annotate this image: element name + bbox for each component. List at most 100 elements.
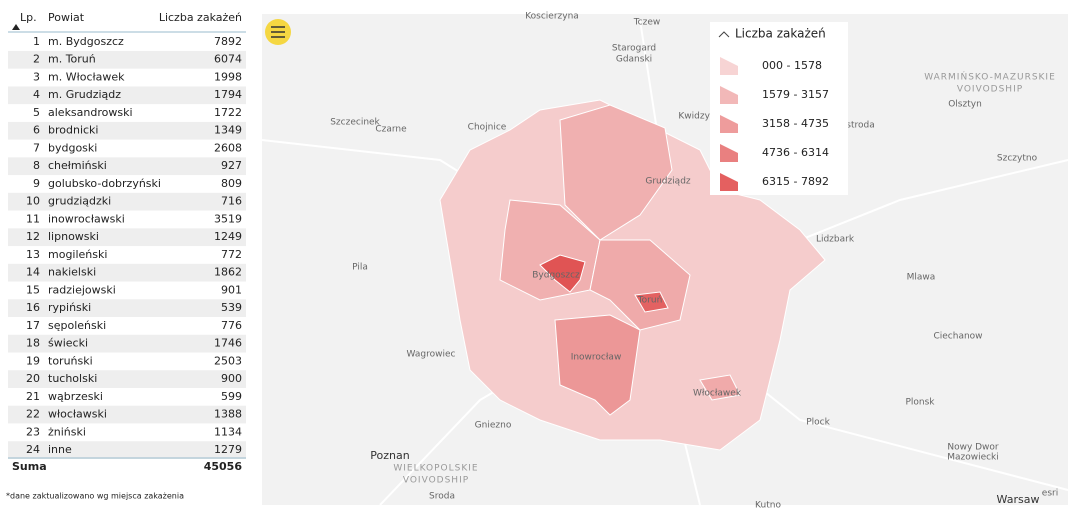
row-lp: 14 [26, 266, 40, 279]
row-stripe [8, 405, 246, 424]
row-value: 809 [221, 177, 242, 190]
legend-collapse[interactable] [718, 31, 730, 38]
place-label: Olsztyn [948, 100, 982, 110]
footnote: *dane zaktualizowano wg miejsca zakażeni… [6, 492, 184, 501]
row-value: 2608 [214, 141, 242, 154]
legend-item: 3158 - 4735 [762, 117, 829, 130]
place-label: VOIVODSHIP [957, 85, 1023, 95]
row-value: 1746 [214, 337, 242, 350]
row-name: wąbrzeski [48, 390, 103, 403]
row-lp: 22 [26, 408, 40, 421]
row-lp: 24 [26, 443, 40, 456]
row-value: 1249 [214, 230, 242, 243]
row-name: żniński [48, 425, 86, 438]
place-label: Plonsk [905, 398, 935, 408]
header-powiat[interactable]: Powiat [48, 11, 85, 24]
place-label: Ostroda [839, 121, 875, 131]
row-lp: 23 [26, 425, 40, 438]
region-map [439, 99, 826, 451]
row-value: 539 [221, 301, 242, 314]
row-lp: 9 [33, 177, 40, 190]
row-lp: 4 [33, 88, 40, 101]
row-value: 776 [221, 319, 242, 332]
row-value: 1279 [214, 443, 242, 456]
legend-swatch [720, 57, 738, 75]
menu-icon [271, 26, 285, 38]
place-label: Kwidzyn [678, 112, 715, 122]
row-stripe [8, 121, 246, 140]
legend-item: 4736 - 6314 [762, 146, 829, 159]
row-value: 1998 [214, 70, 242, 83]
sort-arrow [12, 24, 20, 30]
place-label: Wagrowiec [407, 350, 456, 360]
row-value: 772 [221, 248, 242, 261]
place-label: Poznan [370, 449, 409, 462]
header-lp[interactable]: Lp. [20, 11, 37, 24]
row-lp: 13 [26, 248, 40, 261]
place-label: VOIVODSHIP [403, 476, 469, 486]
row-value: 901 [221, 283, 242, 296]
row-name: mogileński [48, 248, 107, 261]
place-label: Szczecinek [330, 118, 380, 128]
row-name: sępoleński [48, 319, 106, 332]
row-stripe [8, 299, 246, 317]
row-value: 599 [221, 390, 242, 403]
row-name: radziejowski [48, 283, 116, 296]
place-label: Grudziądz [645, 177, 691, 187]
place-label: Toruń [637, 296, 663, 306]
row-stripe [8, 334, 246, 353]
place-label: Warsaw [997, 493, 1040, 506]
row-value: 6074 [214, 53, 242, 66]
place-label: Szczytno [997, 154, 1038, 164]
row-name: chełmiński [48, 159, 107, 172]
row-name: inne [48, 443, 72, 456]
row-lp: 7 [33, 141, 40, 154]
row-name: świecki [48, 337, 88, 350]
place-label: Inowrocław [571, 353, 622, 363]
row-name: inowrocławski [48, 212, 125, 225]
row-lp: 17 [26, 319, 40, 332]
row-stripe [8, 228, 246, 247]
legend-box [710, 22, 848, 195]
row-name: m. Włocławek [48, 70, 125, 83]
place-label: Gniezno [475, 421, 512, 431]
row-stripe [8, 441, 246, 459]
row-lp: 5 [33, 106, 40, 119]
place-label: Pila [352, 263, 368, 273]
row-name: brodnicki [48, 124, 98, 137]
row-lp: 20 [26, 372, 40, 385]
place-label: Włocławek [693, 389, 742, 399]
row-stripe [8, 192, 246, 211]
row-lp: 1 [33, 35, 40, 48]
row-value: 1349 [214, 124, 242, 137]
row-name: nakielski [48, 266, 96, 279]
legend-item: 6315 - 7892 [762, 175, 829, 188]
row-name: m. Toruń [48, 53, 96, 66]
row-name: aleksandrowski [48, 106, 133, 119]
place-label: Nowy Dwor [947, 443, 999, 453]
place-label: Plock [806, 418, 830, 428]
row-name: m. Grudziądz [48, 88, 121, 101]
row-lp: 3 [33, 70, 40, 83]
row-value: 900 [221, 372, 242, 385]
place-label: Bydgoszcz [532, 271, 580, 281]
row-name: tucholski [48, 372, 97, 385]
row-value: 3519 [214, 212, 242, 225]
place-label: WIELKOPOLSKIE [393, 464, 478, 474]
row-name: bydgoski [48, 141, 97, 154]
place-label: Mlawa [907, 273, 936, 283]
row-lp: 6 [33, 124, 40, 137]
row-value: 1794 [214, 88, 242, 101]
place-label: Chojnice [468, 123, 507, 133]
row-stripe [8, 263, 246, 282]
place-label: Starogard [612, 44, 656, 54]
place-label: Kutno [755, 501, 781, 511]
row-value: 2503 [214, 354, 242, 367]
place-label: Mazowiecki [947, 453, 999, 463]
row-name: toruński [48, 354, 93, 367]
header-value[interactable]: Liczba zakażeń [159, 11, 242, 24]
total-label: Suma [12, 460, 47, 473]
legend-swatch [720, 115, 738, 133]
